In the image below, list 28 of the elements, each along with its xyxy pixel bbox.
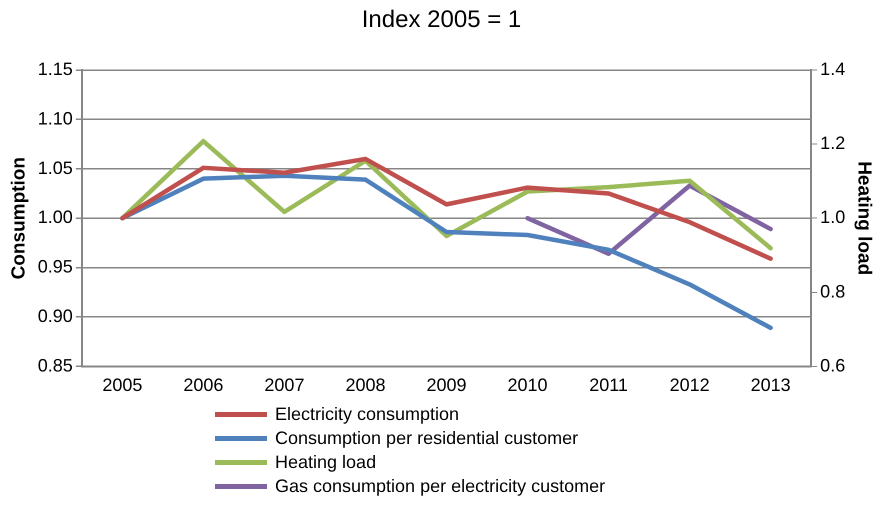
legend-label: Gas consumption per electricity customer [275,476,606,496]
x-tick-label: 2012 [670,375,710,396]
x-tick-label: 2013 [750,375,791,396]
y-tick-label: 1.10 [38,108,73,128]
y-tick-label: 0.90 [38,306,73,326]
y-tick-label: 0.95 [38,256,73,277]
x-tick-label: 2006 [183,375,224,396]
y-tick-label: 1.05 [38,158,73,178]
y-tick-label: 0.85 [38,355,73,376]
x-tick-label: 2011 [589,375,628,396]
chart-title: Index 2005 = 1 [360,6,522,34]
x-tick-label: 2007 [264,375,304,396]
legend-label: Consumption per residential customer [275,428,578,448]
y-tick-label: 1.00 [38,207,73,228]
legend-label: Heating load [275,452,376,472]
legend-label: Electricity consumption [275,404,460,424]
x-tick-label: 2010 [508,375,548,396]
y2-tick-label: 0.8 [820,281,846,302]
y2-tick-label: 1.2 [820,133,846,154]
y-axis-title: Consumption [8,156,30,280]
x-tick-label: 2008 [345,375,386,396]
x-tick-label: 2009 [426,375,467,396]
y-tick-label: 1.15 [38,58,73,79]
x-tick-label: 2005 [102,375,142,396]
y2-axis-title: Heating load [853,161,874,276]
y2-tick-label: 1.4 [820,58,846,79]
y2-tick-label: 1.0 [820,207,846,228]
y2-tick-label: 0.6 [820,355,846,376]
